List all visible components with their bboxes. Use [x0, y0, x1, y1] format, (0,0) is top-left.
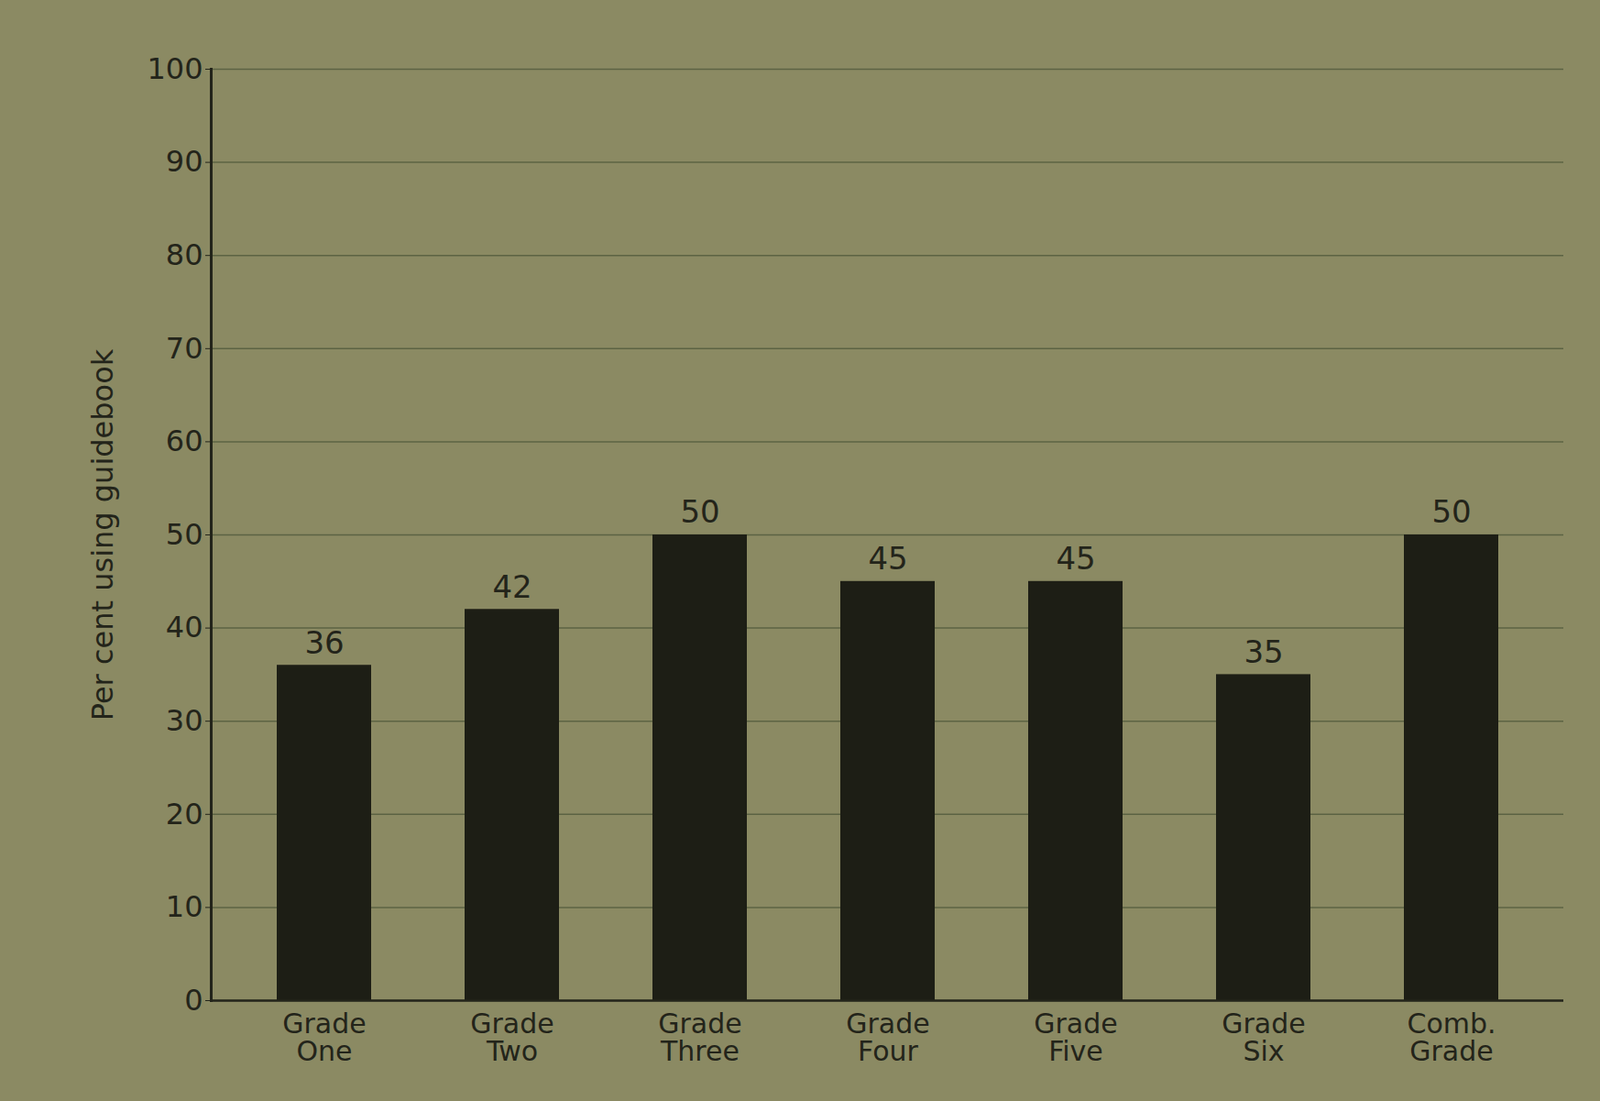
svg-text:80: 80	[165, 237, 204, 273]
svg-text:GradeThree: GradeThree	[657, 1007, 742, 1067]
svg-text:35: 35	[1243, 633, 1283, 670]
svg-text:100: 100	[146, 51, 203, 87]
svg-text:45: 45	[1055, 539, 1096, 577]
svg-text:Per cent using guidebook: Per cent using guidebook	[85, 348, 121, 721]
svg-text:90: 90	[165, 143, 204, 179]
svg-text:36: 36	[304, 624, 344, 661]
svg-text:GradeFour: GradeFour	[845, 1007, 930, 1067]
svg-text:20: 20	[165, 796, 204, 832]
svg-text:70: 70	[165, 330, 204, 366]
svg-text:45: 45	[867, 539, 908, 577]
svg-text:GradeSix: GradeSix	[1221, 1007, 1305, 1067]
svg-text:30: 30	[165, 702, 204, 738]
svg-text:40: 40	[165, 609, 204, 645]
svg-text:GradeOne: GradeOne	[282, 1007, 366, 1067]
svg-text:60: 60	[165, 423, 204, 459]
svg-text:10: 10	[165, 888, 204, 924]
svg-text:GradeFive: GradeFive	[1033, 1007, 1118, 1067]
svg-text:Comb.Grade: Comb.Grade	[1406, 1007, 1496, 1067]
svg-text:0: 0	[184, 982, 203, 1018]
svg-text:GradeTwo: GradeTwo	[470, 1007, 554, 1067]
svg-text:42: 42	[492, 568, 532, 605]
svg-text:50: 50	[679, 493, 720, 530]
svg-text:50: 50	[165, 516, 204, 552]
svg-text:50: 50	[1431, 493, 1471, 530]
